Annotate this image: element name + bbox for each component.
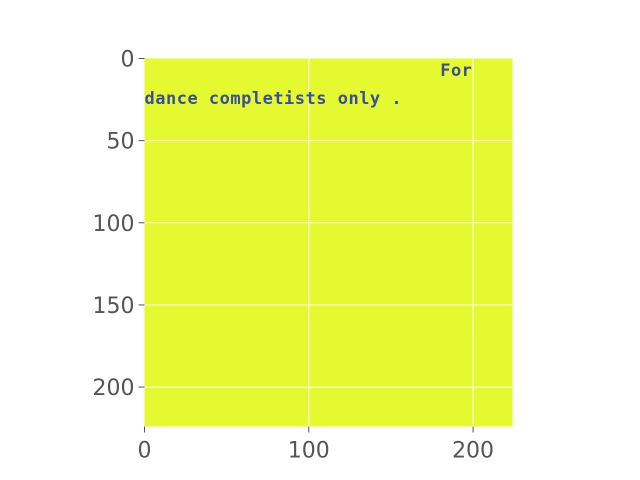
image-text-line: dance completists only . (145, 89, 403, 109)
grid (144, 58, 513, 427)
y-tick-label: 50 (107, 130, 135, 155)
y-axis-ticks: 0 50 100 150 200 (93, 48, 145, 401)
x-axis-ticks: 0 100 200 (138, 426, 494, 464)
x-tick-label: 100 (288, 439, 330, 464)
y-tick-label: 200 (93, 376, 135, 401)
x-tick-label: 0 (138, 439, 152, 464)
image-text-group: For dance completists only . (145, 61, 472, 109)
x-tick-label: 200 (452, 439, 494, 464)
y-tick-label: 0 (121, 48, 135, 73)
image-text-line: For (440, 61, 472, 81)
y-tick-label: 100 (93, 212, 135, 237)
y-tick-label: 150 (93, 294, 135, 319)
image-area (144, 58, 513, 427)
